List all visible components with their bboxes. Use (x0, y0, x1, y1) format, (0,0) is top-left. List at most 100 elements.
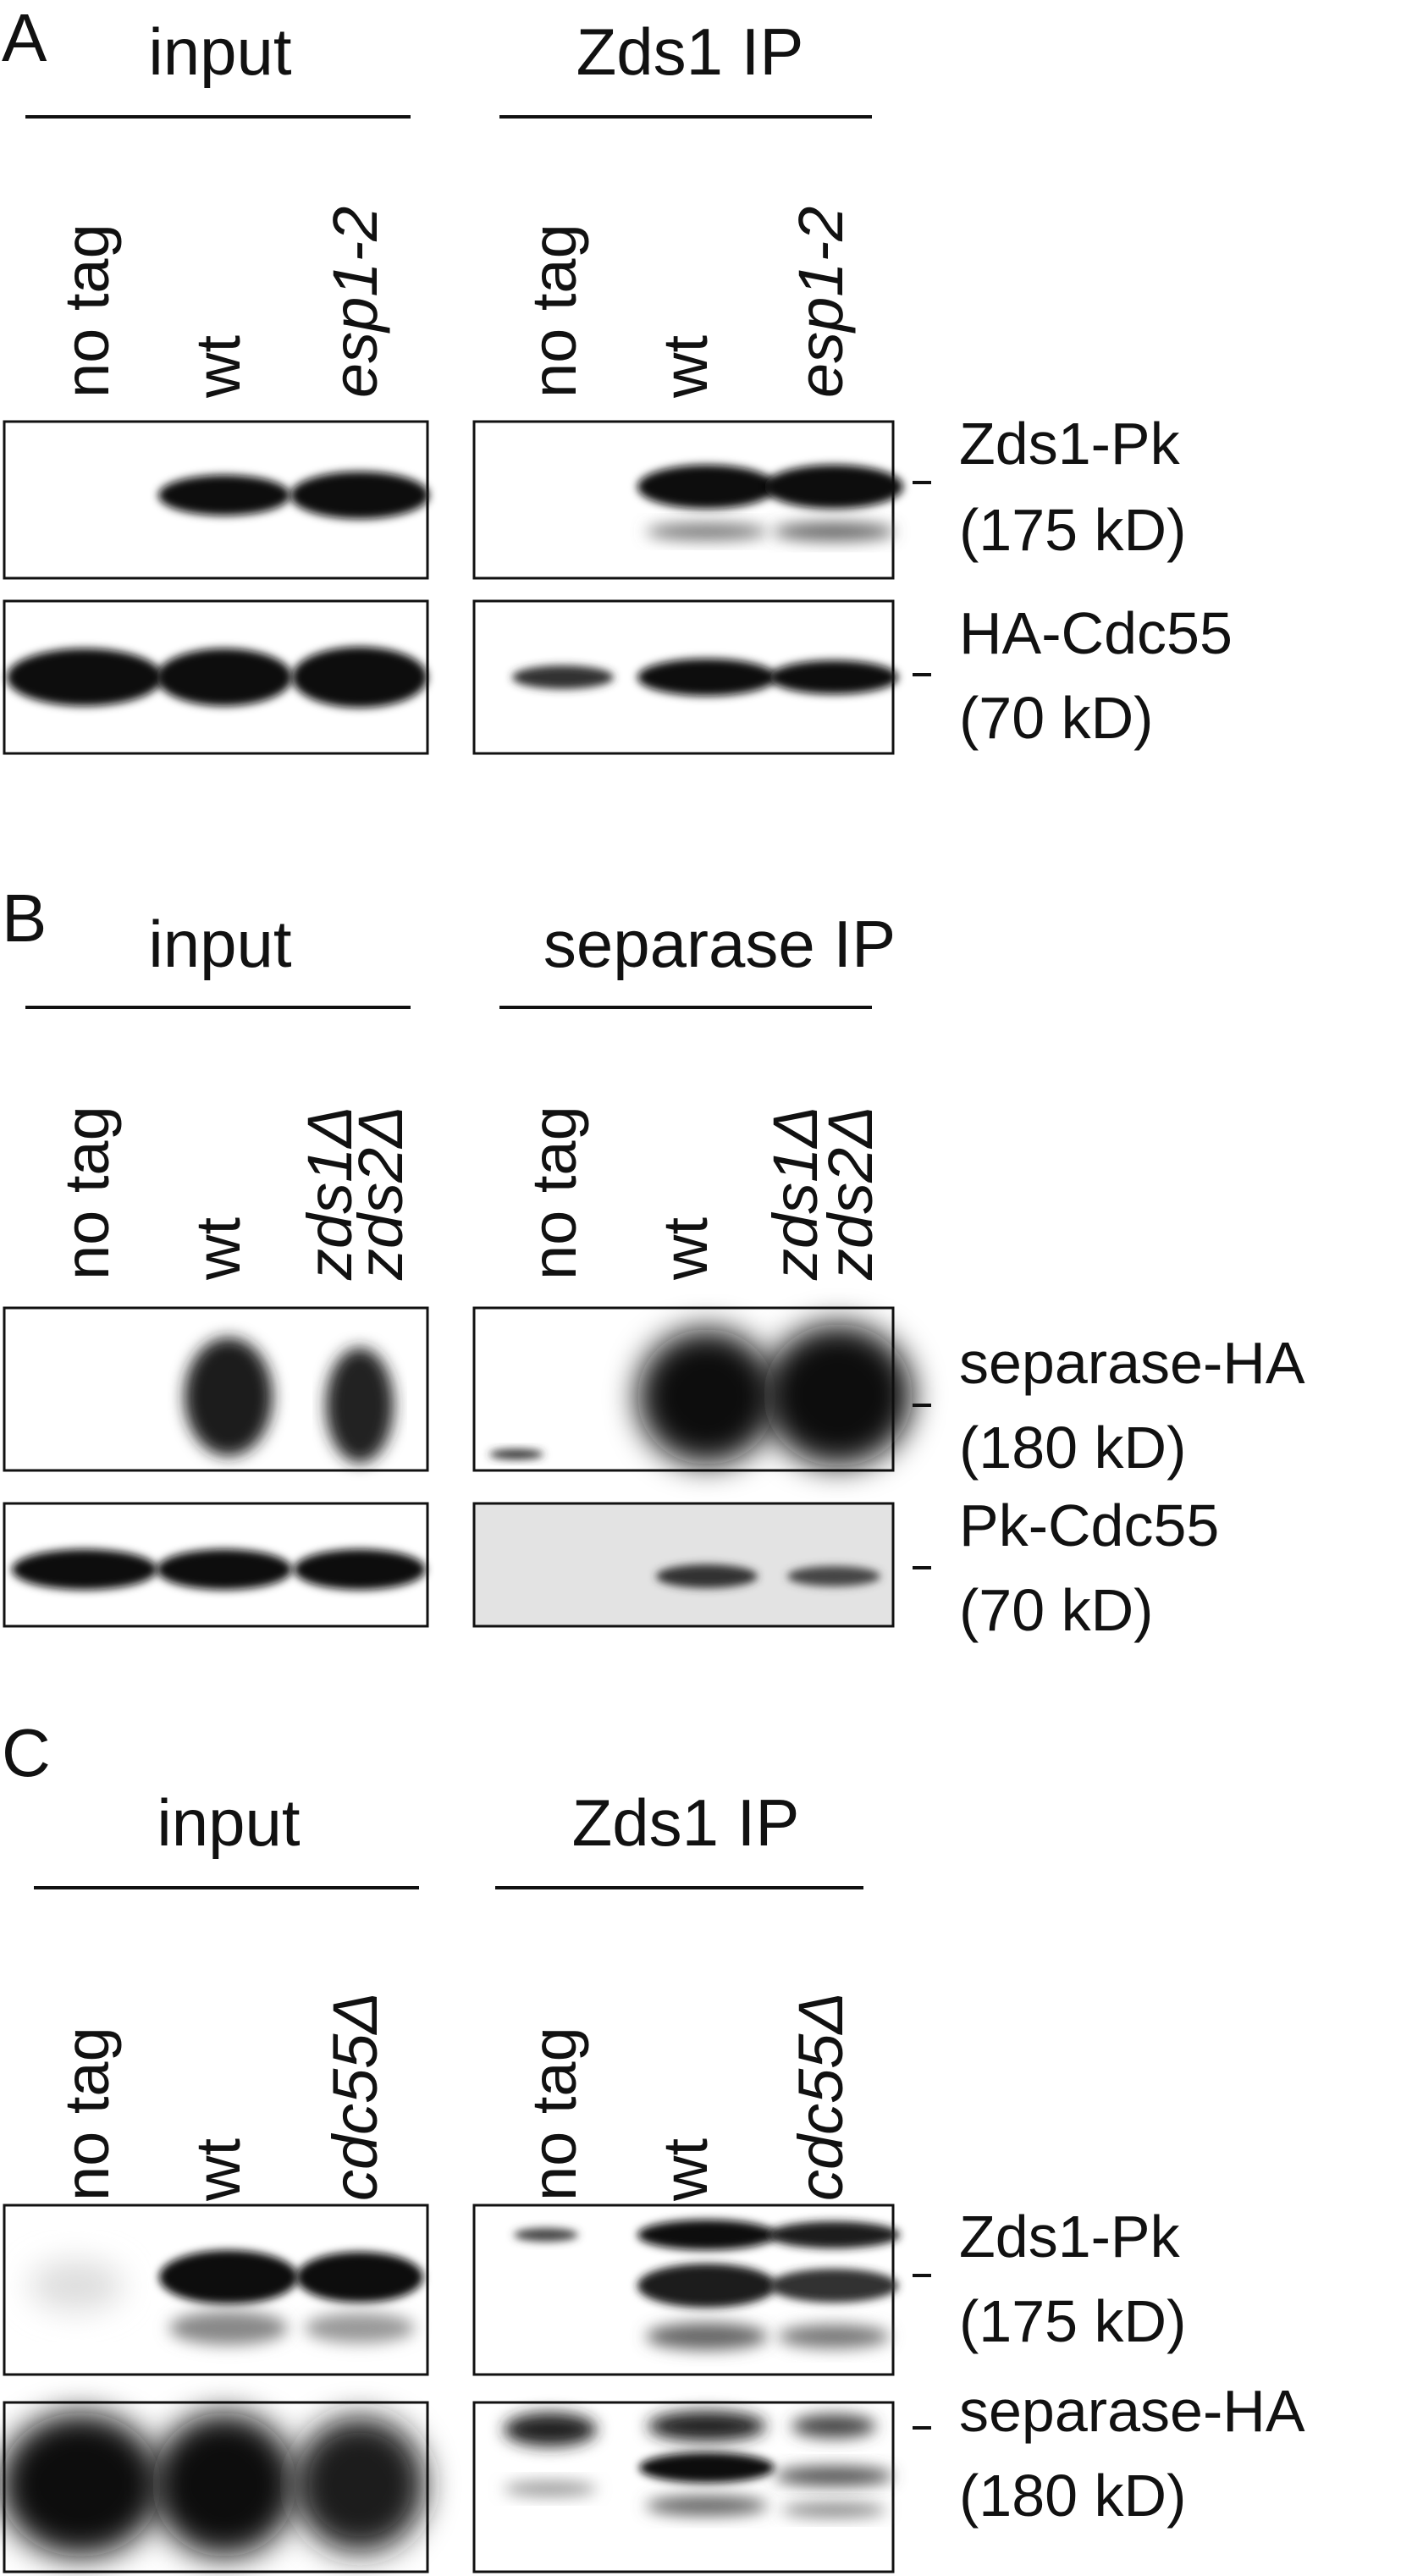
lane-label: zds2Δ (815, 1106, 885, 1281)
lane-label: cdc55Δ (786, 1992, 856, 2201)
band (637, 1329, 776, 1465)
band (769, 660, 898, 694)
group-input: input no tag wt cdc55Δ (34, 1785, 419, 2202)
panel-c: C input no tag wt cdc55Δ Zds1 IP no tag … (0, 1715, 1305, 2573)
band (637, 2220, 776, 2250)
band (648, 2411, 766, 2441)
band (292, 647, 427, 708)
group-header: Zds1 IP (572, 1785, 800, 1860)
blot-bands (504, 2411, 893, 2518)
protein-size: (180 kD) (959, 2463, 1186, 2529)
protein-size: (70 kD) (959, 685, 1153, 751)
protein-name: Zds1-Pk (959, 2204, 1181, 2270)
protein-name: separase-HA (959, 2378, 1305, 2444)
group-input: input no tag wt esp1-2 (25, 14, 411, 399)
group-header: input (148, 14, 291, 89)
band (764, 1324, 913, 1466)
blot-ip (472, 1502, 895, 1628)
blot-bands (12, 1549, 426, 1590)
band (639, 2452, 775, 2483)
band (512, 665, 614, 689)
band (290, 472, 429, 519)
lane-label: zds1Δ (295, 1106, 365, 1281)
lane-label: wt (650, 335, 720, 399)
band (30, 2260, 123, 2311)
blot-bands (7, 647, 427, 708)
band (781, 2502, 886, 2518)
blot-bands (158, 472, 429, 519)
band (0, 2413, 161, 2557)
lane-label: cdc55Δ (320, 1992, 390, 2201)
lane-label: no tag (519, 223, 589, 398)
band (185, 1338, 273, 1456)
lane-label: wt (183, 335, 253, 399)
band (158, 475, 290, 516)
blot-row-zds1-pk: Zds1-Pk (175 kD) (3, 411, 1186, 580)
lane-label: no tag (52, 223, 122, 398)
protein-size: (70 kD) (959, 1577, 1153, 1643)
panel-letter: B (2, 880, 47, 956)
lane-label: wt (183, 1217, 253, 1281)
protein-size: (180 kD) (959, 1415, 1186, 1481)
band (787, 1566, 880, 1586)
blot-row-separase-ha: separase-HA (180 kD) (0, 2378, 1305, 2573)
blot-bands (30, 2250, 423, 2345)
band (637, 659, 776, 696)
lane-label: wt (183, 2138, 253, 2202)
band (514, 2228, 578, 2242)
protein-name: HA-Cdc55 (959, 600, 1233, 666)
band (504, 2481, 597, 2496)
band (294, 1549, 426, 1590)
group-input: input no tag wt zds1Δ zds2Δ (25, 907, 416, 1281)
band (646, 523, 768, 540)
band (159, 2250, 298, 2304)
band (152, 2413, 296, 2557)
band (656, 1564, 758, 1588)
lane-label: no tag (52, 1106, 122, 1280)
blot-bands (185, 1338, 394, 1463)
protein-size: (175 kD) (959, 2288, 1186, 2354)
group-zds1-ip: Zds1 IP no tag wt esp1-2 (499, 14, 872, 399)
band (773, 522, 895, 541)
band (778, 2325, 890, 2348)
band (769, 2269, 898, 2303)
band (294, 2417, 426, 2552)
band (305, 2313, 415, 2343)
blot-bands (637, 465, 903, 541)
band (775, 2466, 893, 2486)
blot-row-pk-cdc55: Pk-Cdc55 (70 kD) (3, 1492, 1219, 1643)
band (296, 2252, 423, 2303)
group-separase-ip: separase IP no tag wt zds1Δ zds2Δ (499, 907, 896, 1281)
blot-bands (656, 1564, 880, 1588)
blot-row-ha-cdc55: HA-Cdc55 (70 kD) (3, 599, 1233, 755)
group-header: separase IP (543, 907, 896, 981)
panel-b: B input no tag wt zds1Δ zds2Δ separase I… (2, 880, 1305, 1643)
band (637, 2264, 776, 2308)
band (504, 2413, 597, 2446)
band (646, 2496, 768, 2516)
band (7, 648, 163, 706)
band (157, 648, 292, 706)
protein-name: separase-HA (959, 1330, 1305, 1396)
blot-bands (512, 659, 898, 696)
group-header: Zds1 IP (576, 14, 804, 89)
panel-letter: C (2, 1715, 51, 1790)
lane-label: no tag (519, 1106, 589, 1280)
band (12, 1549, 157, 1590)
panel-letter: A (2, 0, 47, 75)
band (637, 465, 776, 509)
blot-row-zds1-pk: Zds1-Pk (175 kD) (3, 2204, 1186, 2376)
band (768, 2221, 900, 2248)
lane-label: esp1-2 (786, 207, 856, 398)
lane-label: zds2Δ (345, 1106, 416, 1281)
band (169, 2311, 288, 2345)
band (764, 465, 903, 509)
group-zds1-ip: Zds1 IP no tag wt cdc55Δ (495, 1785, 863, 2202)
group-header: input (157, 1785, 300, 1860)
band (489, 1449, 543, 1459)
band (157, 1549, 292, 1590)
protein-name: Zds1-Pk (959, 411, 1181, 477)
protein-name: Pk-Cdc55 (959, 1492, 1219, 1558)
protein-size: (175 kD) (959, 497, 1186, 563)
